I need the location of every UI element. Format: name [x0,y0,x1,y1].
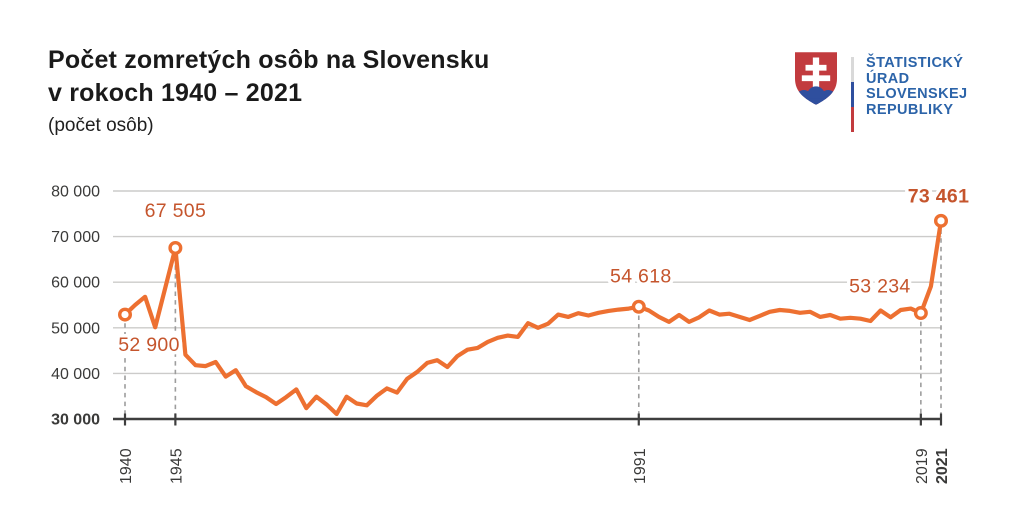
x-tick-label: 1945 [168,448,185,484]
data-point-label: 67 505 [145,200,206,222]
logo-text-line3: SLOVENSKEJ [866,86,968,102]
logo-text-line1: ŠTATISTICKÝ [866,55,964,71]
x-tick-label: 1940 [118,448,135,484]
page-title-line2: v rokoch 1940 – 2021 [48,79,303,107]
data-point-marker [934,213,949,228]
data-point-label: 54 618 [610,266,671,288]
logo-text-line4: REPUBLIKY [866,101,954,118]
data-point-marker [117,307,132,322]
data-point-marker [631,299,646,314]
page-title-line1: Počet zomretých osôb na Slovensku [48,46,490,74]
y-axis-label: 70 000 [51,229,100,246]
x-tick-label: 1991 [632,448,649,484]
data-point-label: 53 234 [849,276,910,298]
y-axis-label: 60 000 [51,275,100,292]
y-axis-label: 40 000 [51,366,100,383]
x-tick-label: 2021 [934,448,951,484]
data-point-label: 52 900 [118,334,179,356]
y-axis-label: 50 000 [51,320,100,337]
y-axis-label: 30 000 [51,412,100,429]
logo-divider [851,57,854,132]
data-point-marker [913,306,928,321]
deaths-line [122,218,944,417]
y-axis-label: 80 000 [51,184,100,201]
chart-header: Počet zomretých osôb na Slovensku v roko… [48,44,489,137]
data-point-label: 73 461 [908,185,969,207]
logo-text-line2: ÚRAD [866,70,910,87]
statistical-office-logo: ŠTATISTICKÝ ÚRAD SLOVENSKEJ REPUBLIKY [795,52,968,132]
logo-wordmark: ŠTATISTICKÝ ÚRAD SLOVENSKEJ REPUBLIKY [866,55,968,118]
slovak-coat-of-arms-icon [795,52,837,105]
chart-unit-subtitle: (počet osôb) [48,115,154,136]
data-point-marker [168,240,183,255]
x-tick-label: 2019 [914,448,931,484]
